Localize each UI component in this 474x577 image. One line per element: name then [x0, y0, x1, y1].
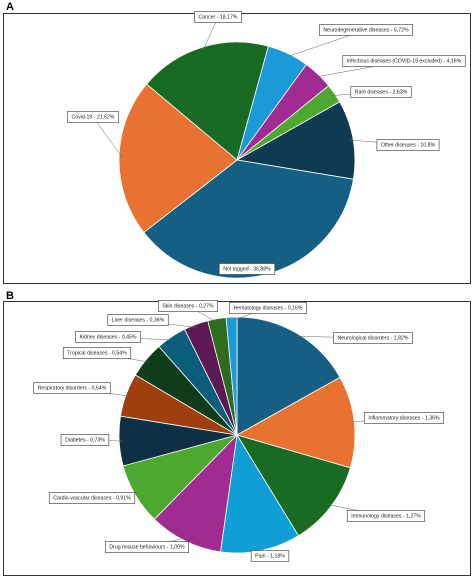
data-label-group: Immunology diseases - 1,27% [346, 510, 426, 522]
data-label-group: Kidney diseases - 0,45% [75, 331, 141, 343]
data-label: Immunology diseases - 1,27% [351, 513, 421, 519]
pie-slice [236, 316, 341, 436]
data-label: Cancer - 18,17% [199, 14, 238, 20]
data-label-group: Skin diseases - 0,27% [158, 300, 218, 312]
panel-frame [3, 301, 471, 576]
panel-label: A [6, 1, 14, 13]
data-label-group: Rare diseases - 2,63% [350, 86, 412, 98]
data-label-box [250, 550, 290, 562]
data-label-box [194, 11, 242, 23]
data-label: Kidney diseases - 0,45% [79, 334, 136, 340]
data-label-box [67, 111, 119, 123]
data-label-group: Neurological disorders - 1,82% [333, 332, 413, 344]
data-label-box [62, 347, 132, 359]
data-label-box [350, 86, 412, 98]
data-label-group: Hematology diseases - 0,16% [229, 302, 307, 314]
data-label-box [333, 332, 413, 344]
data-label: Respiratory disorders - 0,64% [38, 385, 107, 391]
data-label: Pain - 1,18% [255, 553, 285, 559]
data-label: Infectious diseases (COVID-19 excluded) … [347, 58, 462, 64]
data-label-box [376, 139, 440, 151]
data-label: Inflammatory diseases - 1,36% [368, 415, 440, 421]
data-label-group: Infectious diseases (COVID-19 excluded) … [342, 55, 466, 67]
data-label: Cardio-vascular diseases - 0,91% [53, 495, 131, 501]
data-label-box [75, 331, 141, 343]
data-label-box [229, 302, 307, 314]
pie-slice [236, 434, 351, 537]
data-label: Other diseases - 10,8% [381, 142, 436, 148]
data-label-box [319, 24, 413, 36]
data-label-group: Respiratory disorders - 0,64% [33, 382, 111, 394]
data-label-box [105, 541, 189, 553]
data-label: Liver diseases - 0,36% [112, 317, 165, 323]
pie-slice [153, 433, 238, 553]
data-label-group: Cardio-vascular diseases - 0,91% [48, 492, 136, 504]
data-label-box [342, 55, 466, 67]
data-label: Neurological disorders - 1,82% [338, 335, 409, 341]
data-label-group: Inflammatory diseases - 1,36% [364, 412, 444, 424]
data-label: Tropical diseases - 0,54% [67, 350, 127, 356]
data-label-group: Cancer - 18,17% [194, 11, 242, 23]
data-label-box [60, 434, 110, 446]
data-label-group: Diabetes - 0,73% [60, 434, 110, 446]
data-label: Drug misuse behaviours - 1,09% [109, 544, 185, 550]
data-label-group: Neurodegenerative diseases - 5,72% [319, 24, 413, 36]
data-label-box [107, 314, 169, 326]
data-label: Skin diseases - 0,27% [162, 303, 214, 309]
data-label-group: Pain - 1,18% [250, 550, 290, 562]
data-label-box [33, 382, 111, 394]
data-label-box [158, 300, 218, 312]
data-label: Hematology diseases - 0,16% [234, 305, 303, 311]
data-label-group: Tropical diseases - 0,54% [62, 347, 132, 359]
data-label: Not tagged - 36,88% [223, 266, 271, 272]
data-label-box [218, 263, 276, 275]
data-label-group: Covid-19 - 21,62% [67, 111, 119, 123]
data-label-box [364, 412, 444, 424]
data-label-group: Not tagged - 36,88% [218, 263, 276, 275]
data-label: Diabetes - 0,73% [65, 437, 105, 443]
data-label-group: Other diseases - 10,8% [376, 139, 440, 151]
data-label: Covid-19 - 21,62% [72, 114, 115, 120]
pie-slice [225, 316, 238, 436]
pie-slice [118, 83, 238, 233]
data-label-group: Liver diseases - 0,36% [107, 314, 169, 326]
data-label-box [48, 492, 136, 504]
data-label-box [346, 510, 426, 522]
panel-label: B [6, 290, 14, 302]
pie-slice [235, 101, 356, 180]
data-label: Neurodegenerative diseases - 5,72% [323, 27, 409, 33]
data-label: Rare diseases - 2,63% [355, 89, 408, 95]
leader-line [92, 116, 123, 158]
data-label-group: Drug misuse behaviours - 1,09% [105, 541, 189, 553]
pie-slice [146, 41, 269, 161]
